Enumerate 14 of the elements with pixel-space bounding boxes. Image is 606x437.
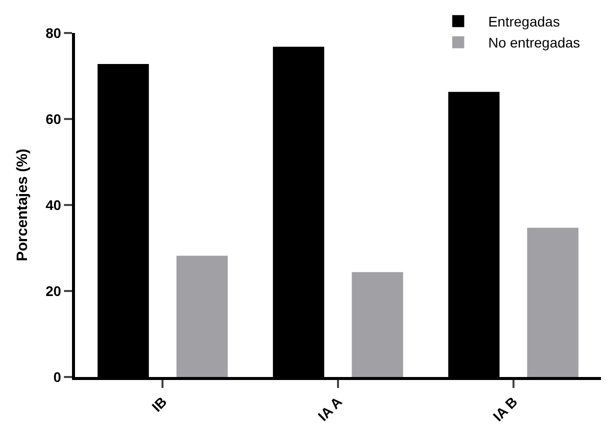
y-tick-label: 20: [46, 282, 62, 299]
y-tick-label: 0: [53, 368, 62, 385]
y-tick-label: 80: [46, 24, 62, 41]
y-tick-label: 60: [46, 110, 62, 127]
y-tick-label: 40: [46, 196, 62, 213]
x-tick-label: IA A: [314, 394, 346, 424]
x-tick-label: IB: [148, 394, 170, 415]
legend-label: No entregadas: [488, 34, 580, 51]
bar: [352, 272, 404, 377]
legend-label: Entregadas: [488, 14, 560, 30]
bar: [527, 228, 578, 377]
x-tick-label: IA B: [490, 394, 520, 424]
bar: [176, 256, 228, 377]
y-axis-title: Porcentajes (%): [14, 148, 31, 262]
